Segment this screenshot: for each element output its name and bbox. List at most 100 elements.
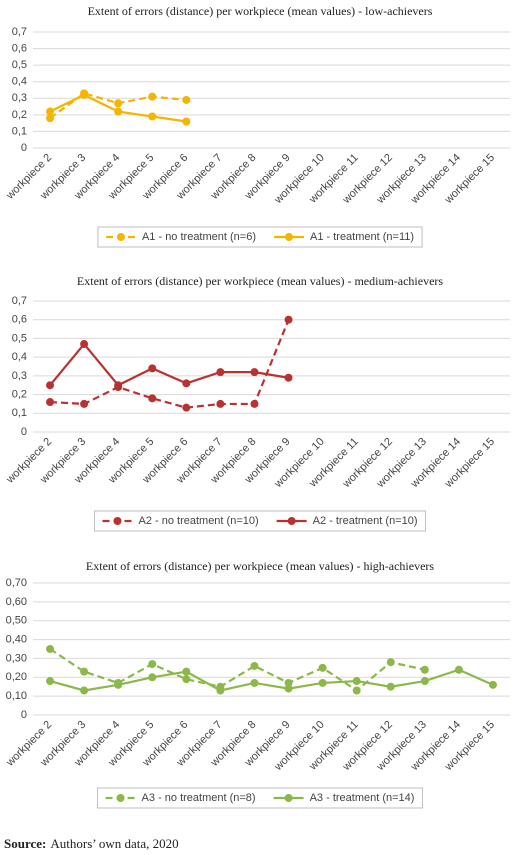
point xyxy=(46,677,55,686)
legend: A1 - no treatment (n=6) A1 - treatment (n… xyxy=(97,226,423,248)
point xyxy=(46,398,55,407)
point xyxy=(284,678,293,687)
y-tick-label: 0,5 xyxy=(12,59,27,71)
point xyxy=(216,368,225,377)
series-line xyxy=(49,668,494,692)
y-tick-label: 0,20 xyxy=(6,671,27,683)
point xyxy=(318,663,327,672)
y-tick-label: 0,4 xyxy=(12,76,27,88)
point xyxy=(182,95,191,104)
legend-label: A2 - treatment (n=10) xyxy=(313,515,418,527)
y-tick-label: 0 xyxy=(21,142,27,154)
point xyxy=(182,117,191,126)
y-tick-label: 0,3 xyxy=(12,92,27,104)
legend-marker xyxy=(287,517,296,525)
legend-marker xyxy=(116,794,125,802)
legend-label: A1 - treatment (n=11) xyxy=(310,231,414,243)
chart-title: Extent of errors (distance) per workpiec… xyxy=(86,559,435,573)
point xyxy=(250,678,259,687)
point xyxy=(114,107,123,116)
y-tick-label: 0,4 xyxy=(12,351,27,363)
point xyxy=(250,368,259,377)
legend-box xyxy=(97,787,423,809)
point xyxy=(182,675,191,684)
point xyxy=(114,680,123,689)
point xyxy=(46,107,55,116)
point xyxy=(216,399,225,408)
point xyxy=(80,686,89,695)
legend-label: A3 - no treatment (n=8) xyxy=(142,792,256,804)
point xyxy=(284,315,293,324)
point xyxy=(80,399,89,408)
point xyxy=(216,686,225,695)
y-tick-label: 0,60 xyxy=(6,596,27,608)
point xyxy=(420,665,429,674)
y-tick-label: 0,7 xyxy=(12,26,27,38)
legend-item: A2 - treatment (n=10) xyxy=(276,515,418,527)
point xyxy=(284,373,293,382)
series-line xyxy=(49,648,426,692)
point xyxy=(488,680,497,689)
legend-box xyxy=(93,510,427,532)
point xyxy=(80,667,89,676)
point xyxy=(148,394,157,403)
point xyxy=(250,399,259,408)
point xyxy=(454,665,463,674)
point xyxy=(386,682,395,691)
point xyxy=(182,379,191,388)
legend-marker xyxy=(284,794,293,802)
point xyxy=(352,677,361,686)
legend-item: A1 - treatment (n=11) xyxy=(273,231,414,243)
point xyxy=(46,381,55,390)
legend-box xyxy=(97,226,423,248)
y-tick-label: 0 xyxy=(21,709,27,721)
series-line xyxy=(49,342,289,387)
y-tick-label: 0,30 xyxy=(6,652,27,664)
y-tick-label: 0,2 xyxy=(12,388,27,400)
legend-marker xyxy=(116,233,125,241)
point xyxy=(352,686,361,695)
point xyxy=(318,678,327,687)
y-tick-label: 0,3 xyxy=(12,370,27,382)
y-tick-label: 0,2 xyxy=(12,109,27,121)
source-text: Authors’ own data, 2020 xyxy=(50,836,178,851)
source: Source: Authors’ own data, 2020 xyxy=(4,836,179,851)
point xyxy=(250,661,259,670)
legend-item: A3 - no treatment (n=8) xyxy=(105,792,256,804)
chart-title: Extent of errors (distance) per workpiec… xyxy=(88,4,433,18)
point xyxy=(148,112,157,121)
point xyxy=(80,90,89,99)
legend-label: A1 - no treatment (n=6) xyxy=(142,231,256,243)
y-tick-label: 0,5 xyxy=(12,332,27,344)
point xyxy=(420,677,429,686)
point xyxy=(182,667,191,676)
y-tick-label: 0,10 xyxy=(6,690,27,702)
y-tick-label: 0,6 xyxy=(12,314,27,326)
legend: A3 - no treatment (n=8) A3 - treatment (n… xyxy=(97,787,423,809)
point xyxy=(114,99,123,108)
source-label: Source: xyxy=(4,836,46,851)
point xyxy=(114,381,123,390)
point xyxy=(284,684,293,693)
y-tick-label: 0,40 xyxy=(6,633,27,645)
chart-title: Extent of errors (distance) per workpiec… xyxy=(77,274,444,288)
point xyxy=(80,340,89,349)
point xyxy=(46,645,55,653)
legend-label: A2 - no treatment (n=10) xyxy=(138,515,258,527)
legend: A2 - no treatment (n=10) A2 - treatment (… xyxy=(93,510,427,532)
series-line xyxy=(49,319,290,409)
y-tick-label: 0,6 xyxy=(12,42,27,54)
legend-item: A1 - no treatment (n=6) xyxy=(105,231,256,243)
point xyxy=(182,403,191,412)
legend-item: A3 - treatment (n=14) xyxy=(273,792,415,804)
y-tick-label: 0,1 xyxy=(12,407,27,419)
y-tick-label: 0,1 xyxy=(12,125,27,137)
legend-label: A3 - treatment (n=14) xyxy=(310,792,415,804)
point xyxy=(148,660,157,669)
y-tick-label: 0,50 xyxy=(6,615,27,627)
y-tick-label: 0,7 xyxy=(12,295,27,307)
point xyxy=(386,658,395,667)
legend-item: A2 - no treatment (n=10) xyxy=(102,515,259,527)
point xyxy=(46,114,55,123)
